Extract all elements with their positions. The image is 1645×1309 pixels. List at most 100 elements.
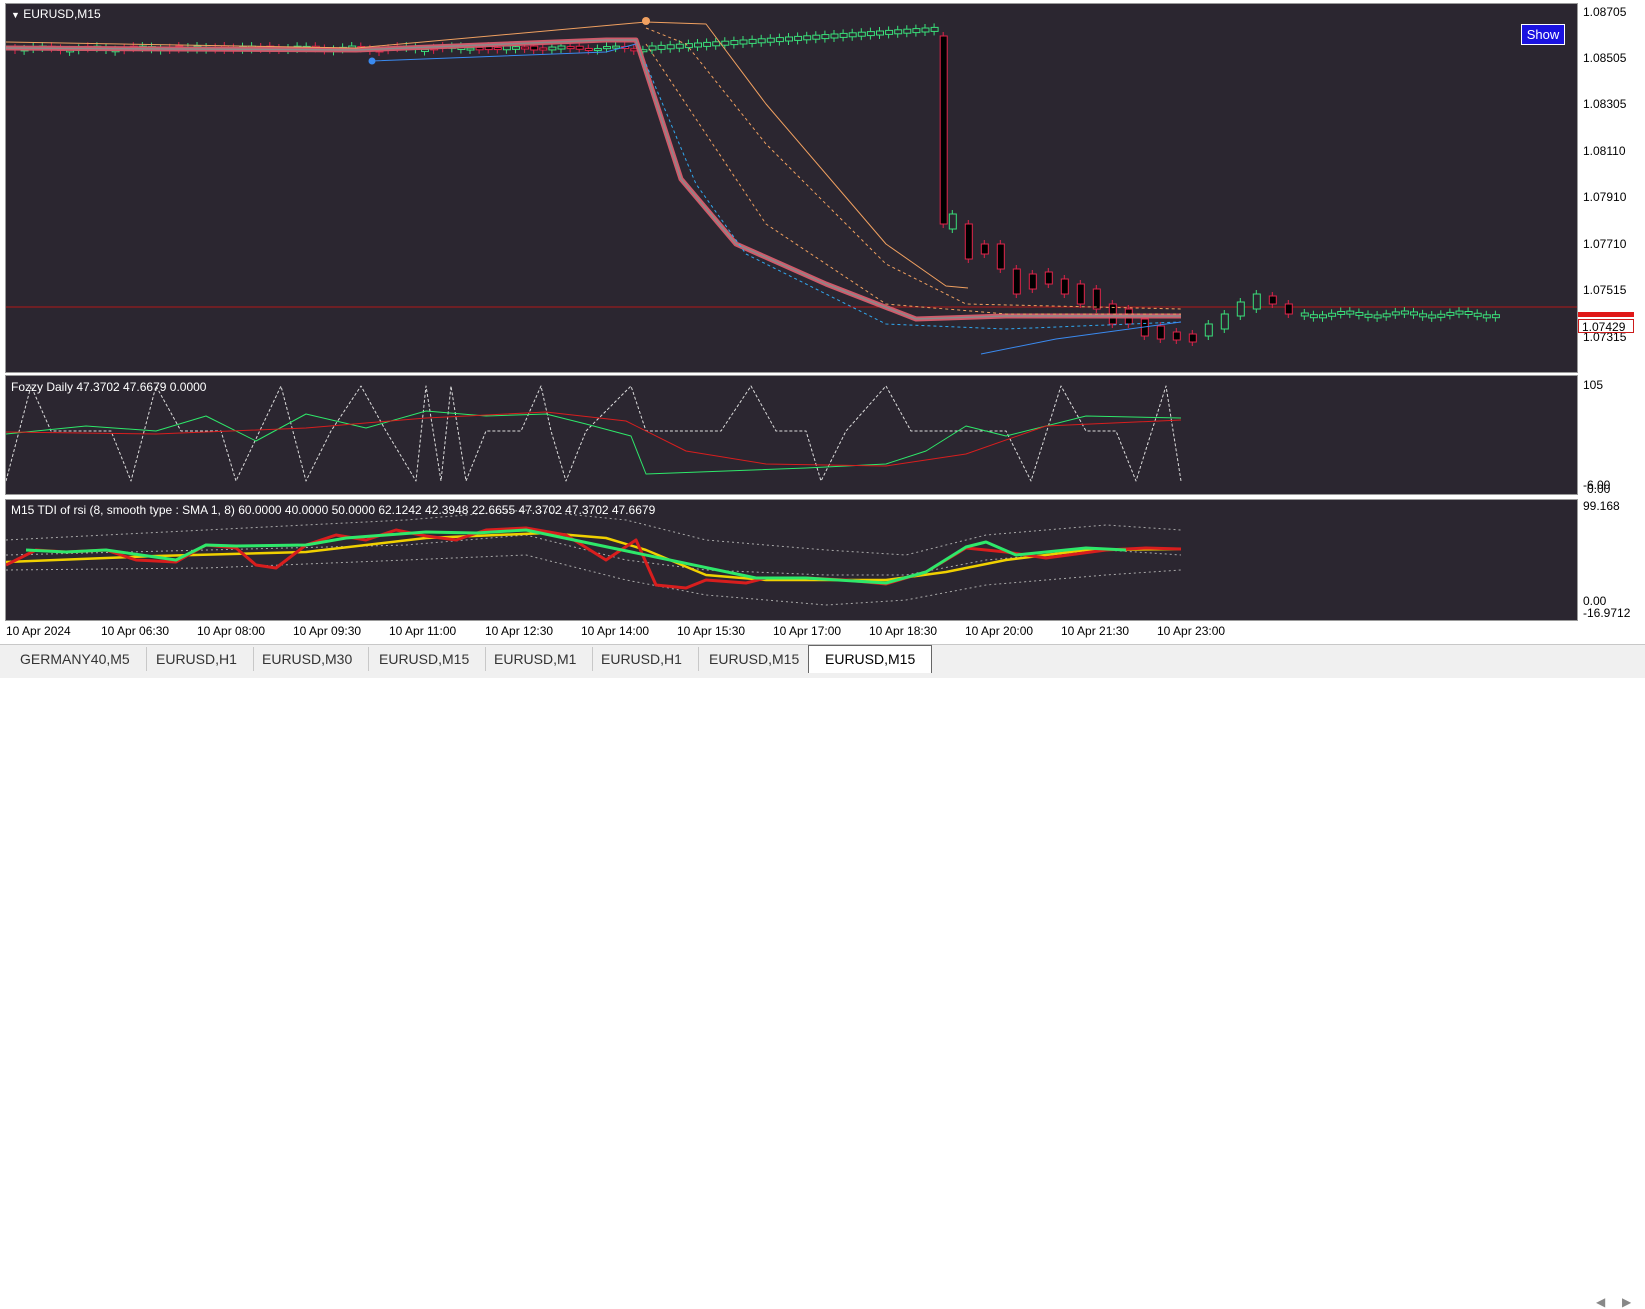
fozzy-indicator-chart bbox=[6, 385, 1182, 482]
candle-body bbox=[1446, 311, 1455, 316]
candle-body bbox=[848, 32, 857, 38]
candle-body bbox=[739, 39, 748, 45]
fozzy-red-line bbox=[6, 411, 1182, 467]
lower-band-line bbox=[370, 43, 637, 62]
axis-tick: 0.00 bbox=[1583, 594, 1607, 608]
candle-body bbox=[612, 45, 621, 49]
candle-body bbox=[1284, 303, 1293, 315]
candle-body bbox=[1252, 293, 1261, 310]
time-tick: 10 Apr 17:00 bbox=[773, 624, 842, 638]
candle-body bbox=[502, 45, 511, 51]
candle-body bbox=[1337, 310, 1346, 315]
tab-eurusd-m15-2[interactable]: EURUSD,M15 bbox=[693, 647, 817, 671]
candle-body bbox=[1300, 312, 1309, 317]
time-tick: 10 Apr 23:00 bbox=[1157, 624, 1226, 638]
time-tick: 10 Apr 08:00 bbox=[197, 624, 266, 638]
candle-body bbox=[1328, 312, 1337, 317]
candle-body bbox=[821, 34, 830, 40]
candle-body bbox=[666, 44, 675, 50]
tab-eurusd-m15-active[interactable]: EURUSD,M15 bbox=[808, 645, 933, 673]
candle-body bbox=[1355, 311, 1364, 316]
time-tick: 10 Apr 2024 bbox=[6, 624, 71, 638]
tdi-indicator-title: M15 TDI of rsi (8, smooth type : SMA 1, … bbox=[11, 503, 656, 517]
candle-body bbox=[1204, 323, 1213, 337]
main-chart-pane[interactable]: ▼ EURUSD,M15 Show bbox=[5, 3, 1578, 373]
time-tick: 10 Apr 20:00 bbox=[965, 624, 1034, 638]
time-tick: 10 Apr 09:30 bbox=[293, 624, 362, 638]
fozzy-indicator-pane[interactable]: Fozzy Daily 47.3702 47.6679 0.0000 bbox=[5, 375, 1578, 495]
candle-body bbox=[1455, 310, 1464, 315]
candle-body bbox=[1076, 283, 1085, 305]
candle-body bbox=[1419, 313, 1428, 318]
candle-body bbox=[1400, 310, 1409, 315]
candle-body bbox=[684, 43, 693, 49]
candle-body bbox=[830, 33, 839, 39]
candle-body bbox=[939, 35, 948, 225]
price-tick: 1.07315 bbox=[1583, 330, 1627, 344]
time-tick: 10 Apr 18:30 bbox=[869, 624, 938, 638]
candle-body bbox=[980, 243, 989, 255]
candle-body bbox=[675, 43, 684, 49]
candle-body bbox=[921, 27, 930, 33]
time-tick: 10 Apr 14:00 bbox=[581, 624, 650, 638]
tab-eurusd-m15[interactable]: EURUSD,M15 bbox=[363, 647, 487, 671]
candle-body bbox=[1172, 331, 1181, 341]
candle-body bbox=[1028, 273, 1037, 290]
time-tick: 10 Apr 12:30 bbox=[485, 624, 554, 638]
candle-body bbox=[930, 26, 939, 32]
candle-body bbox=[493, 47, 502, 51]
candle-body bbox=[1382, 313, 1391, 318]
tab-eurusd-h1-2[interactable]: EURUSD,H1 bbox=[585, 647, 699, 671]
candle-body bbox=[584, 47, 593, 51]
lower-band-dashed bbox=[645, 63, 1182, 330]
tdi-lower-band bbox=[6, 554, 1182, 606]
candle-body bbox=[1473, 312, 1482, 317]
candle-body bbox=[603, 46, 611, 50]
candle-body bbox=[1220, 313, 1229, 330]
candle-body bbox=[885, 29, 894, 35]
candle-body bbox=[1236, 301, 1245, 317]
candle-body bbox=[1482, 314, 1491, 319]
collapse-triangle-icon[interactable]: ▼ bbox=[11, 10, 20, 20]
current-price-label: 1.07429 bbox=[1578, 319, 1634, 334]
candle-body bbox=[721, 40, 730, 46]
tdi-indicator-pane[interactable]: M15 TDI of rsi (8, smooth type : SMA 1, … bbox=[5, 499, 1578, 621]
fozzy-indicator-title: Fozzy Daily 47.3702 47.6679 0.0000 bbox=[11, 380, 207, 394]
candle-body bbox=[948, 213, 957, 230]
tab-eurusd-h1[interactable]: EURUSD,H1 bbox=[140, 647, 254, 671]
candle-body bbox=[894, 29, 903, 35]
candle-body bbox=[1092, 288, 1101, 310]
tab-scroll-right-icon[interactable]: ▶ bbox=[1622, 1295, 1632, 1309]
candle-body bbox=[1437, 313, 1446, 318]
band-start-marker bbox=[368, 57, 376, 65]
candle-body bbox=[1464, 310, 1473, 315]
moving-average-line bbox=[6, 37, 1181, 322]
candle-body bbox=[748, 38, 757, 44]
candle-body bbox=[466, 47, 475, 51]
current-price-marker bbox=[1578, 312, 1634, 317]
axis-tick: 99.168 bbox=[1583, 499, 1620, 513]
candle-body bbox=[1346, 310, 1355, 315]
lower-band-line-2 bbox=[980, 321, 1182, 355]
candle-body bbox=[1373, 314, 1382, 319]
axis-tick: -16.9712 bbox=[1583, 606, 1631, 620]
tab-germany40-m5[interactable]: GERMANY40,M5 bbox=[4, 647, 147, 671]
upper-band-line bbox=[6, 21, 969, 289]
tab-eurusd-m30[interactable]: EURUSD,M30 bbox=[246, 647, 370, 671]
tab-eurusd-m1[interactable]: EURUSD,M1 bbox=[478, 647, 594, 671]
candle-body bbox=[903, 28, 912, 34]
price-tick: 1.08305 bbox=[1583, 97, 1627, 111]
candle-body bbox=[1044, 271, 1053, 285]
mid-band-dashed bbox=[645, 43, 1181, 315]
time-axis: 10 Apr 2024 10 Apr 06:30 10 Apr 08:00 10… bbox=[5, 622, 1578, 640]
candle-body bbox=[996, 243, 1005, 270]
candle-body bbox=[648, 45, 657, 51]
tab-scroll-left-icon[interactable]: ◀ bbox=[1596, 1295, 1606, 1309]
candle-body bbox=[657, 44, 666, 50]
fozzy-axis: 105 -6.00 0.00 bbox=[1579, 375, 1645, 496]
time-tick: 10 Apr 06:30 bbox=[101, 624, 170, 638]
candle-body bbox=[530, 45, 539, 51]
price-tick: 1.07910 bbox=[1583, 190, 1627, 204]
show-button[interactable]: Show bbox=[1521, 24, 1565, 45]
candle-body bbox=[1309, 314, 1318, 319]
